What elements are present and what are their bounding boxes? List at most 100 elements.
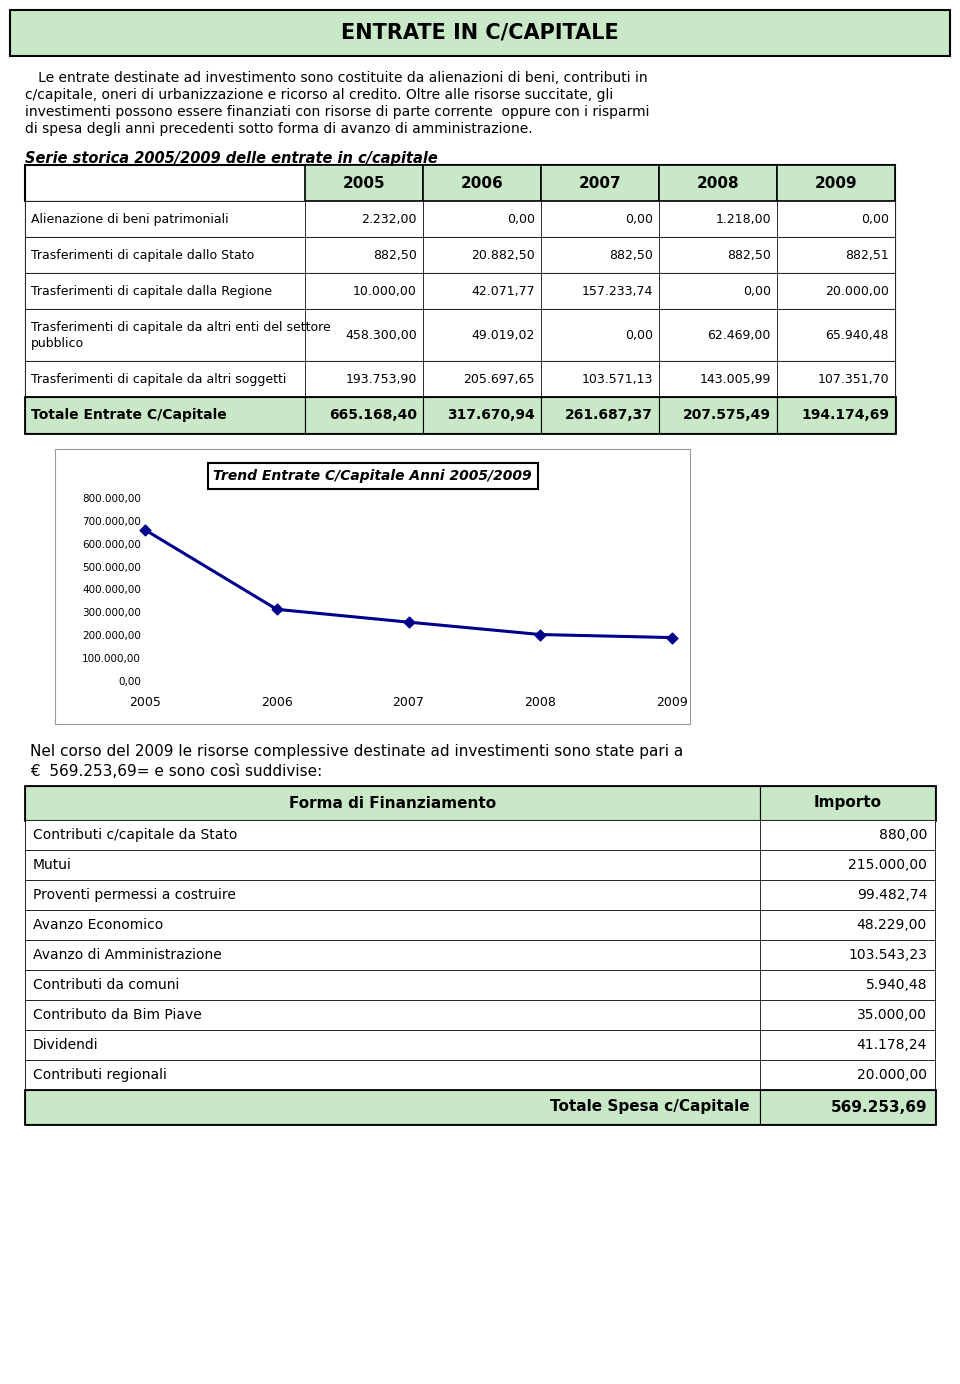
Text: Contributi da comuni: Contributi da comuni: [33, 978, 180, 992]
Bar: [25, 850, 935, 880]
Bar: [25, 397, 895, 433]
Bar: [423, 397, 541, 433]
Point: [664, 627, 680, 649]
Text: di spesa degli anni precedenti sotto forma di avanzo di amministrazione.: di spesa degli anni precedenti sotto for…: [25, 122, 533, 136]
Text: investimenti possono essere finanziati con risorse di parte corrente  oppure con: investimenti possono essere finanziati c…: [25, 105, 650, 119]
Bar: [25, 880, 935, 911]
Bar: [25, 237, 305, 273]
Bar: [760, 1091, 935, 1124]
Bar: [760, 880, 935, 911]
Text: 207.575,49: 207.575,49: [683, 408, 771, 422]
Bar: [25, 361, 305, 397]
Point: [533, 623, 548, 645]
Text: Forma di Finanziamento: Forma di Finanziamento: [289, 796, 496, 811]
Bar: [25, 786, 935, 819]
Bar: [423, 309, 541, 361]
Bar: [760, 970, 935, 1001]
Text: Nel corso del 2009 le risorse complessive destinate ad investimenti sono state p: Nel corso del 2009 le risorse complessiv…: [30, 745, 684, 758]
Text: 2005: 2005: [343, 176, 385, 191]
Text: 2009: 2009: [815, 176, 857, 191]
Bar: [423, 273, 541, 309]
Bar: [25, 1030, 760, 1060]
Bar: [25, 786, 760, 819]
Bar: [659, 201, 777, 237]
Bar: [25, 970, 760, 1001]
Text: 0,00: 0,00: [743, 285, 771, 298]
Bar: [25, 1091, 760, 1124]
Bar: [55, 448, 690, 724]
Text: 2005: 2005: [129, 696, 161, 709]
Bar: [25, 850, 760, 880]
Bar: [777, 165, 895, 201]
Bar: [25, 1060, 935, 1091]
Text: 882,51: 882,51: [845, 249, 889, 262]
Bar: [541, 361, 659, 397]
Text: 500.000,00: 500.000,00: [83, 563, 141, 573]
Text: 2.232,00: 2.232,00: [362, 213, 417, 226]
Text: 317.670,94: 317.670,94: [447, 408, 535, 422]
Bar: [541, 273, 659, 309]
Bar: [760, 850, 935, 880]
Text: 880,00: 880,00: [878, 828, 927, 841]
Text: Trasferimenti di capitale dalla Regione: Trasferimenti di capitale dalla Regione: [31, 285, 272, 298]
Bar: [541, 201, 659, 237]
Bar: [25, 273, 895, 309]
Text: Alienazione di beni patrimoniali: Alienazione di beni patrimoniali: [31, 213, 228, 226]
Text: 0,00: 0,00: [118, 677, 141, 686]
Text: 700.000,00: 700.000,00: [83, 516, 141, 527]
Bar: [760, 786, 935, 819]
Bar: [25, 940, 760, 970]
Bar: [25, 819, 760, 850]
Bar: [25, 165, 305, 201]
Bar: [25, 1091, 935, 1124]
Bar: [760, 911, 935, 940]
Bar: [25, 819, 935, 850]
Text: 100.000,00: 100.000,00: [83, 655, 141, 664]
Text: Trasferimenti di capitale dallo Stato: Trasferimenti di capitale dallo Stato: [31, 249, 254, 262]
Bar: [207, 464, 538, 489]
Text: 215.000,00: 215.000,00: [848, 858, 927, 872]
Bar: [25, 237, 895, 273]
Bar: [659, 273, 777, 309]
Text: 205.697,65: 205.697,65: [464, 372, 535, 386]
Bar: [659, 309, 777, 361]
Bar: [305, 201, 423, 237]
Text: 882,50: 882,50: [727, 249, 771, 262]
Text: 20.000,00: 20.000,00: [826, 285, 889, 298]
Text: Trasferimenti di capitale da altri soggetti: Trasferimenti di capitale da altri sogge…: [31, 372, 286, 386]
Text: 103.571,13: 103.571,13: [582, 372, 653, 386]
Bar: [760, 940, 935, 970]
Text: 569.253,69: 569.253,69: [830, 1099, 927, 1114]
Text: Contributi regionali: Contributi regionali: [33, 1068, 167, 1082]
Text: Mutui: Mutui: [33, 858, 72, 872]
Text: 157.233,74: 157.233,74: [582, 285, 653, 298]
Bar: [25, 309, 895, 361]
Bar: [541, 165, 659, 201]
Point: [401, 612, 417, 634]
Text: 193.753,90: 193.753,90: [346, 372, 417, 386]
Text: Contributo da Bim Piave: Contributo da Bim Piave: [33, 1008, 202, 1021]
Text: 2007: 2007: [393, 696, 424, 709]
Text: 48.229,00: 48.229,00: [856, 918, 927, 931]
Bar: [25, 201, 895, 237]
Text: ENTRATE IN C/CAPITALE: ENTRATE IN C/CAPITALE: [341, 24, 619, 43]
Text: 665.168,40: 665.168,40: [329, 408, 417, 422]
Bar: [305, 237, 423, 273]
Bar: [25, 1060, 760, 1091]
Bar: [25, 911, 760, 940]
Text: 200.000,00: 200.000,00: [83, 631, 141, 641]
Text: 5.940,48: 5.940,48: [866, 978, 927, 992]
Text: 2006: 2006: [461, 176, 503, 191]
Bar: [25, 309, 305, 361]
Text: Le entrate destinate ad investimento sono costituite da alienazioni di beni, con: Le entrate destinate ad investimento son…: [25, 71, 648, 84]
Bar: [760, 1030, 935, 1060]
Bar: [305, 273, 423, 309]
Text: Proventi permessi a costruire: Proventi permessi a costruire: [33, 889, 236, 902]
Text: Contributi c/capitale da Stato: Contributi c/capitale da Stato: [33, 828, 237, 841]
Bar: [25, 1001, 760, 1030]
Text: 62.469,00: 62.469,00: [708, 328, 771, 342]
Text: 2008: 2008: [524, 696, 556, 709]
Bar: [305, 309, 423, 361]
Bar: [25, 970, 935, 1001]
Bar: [541, 397, 659, 433]
